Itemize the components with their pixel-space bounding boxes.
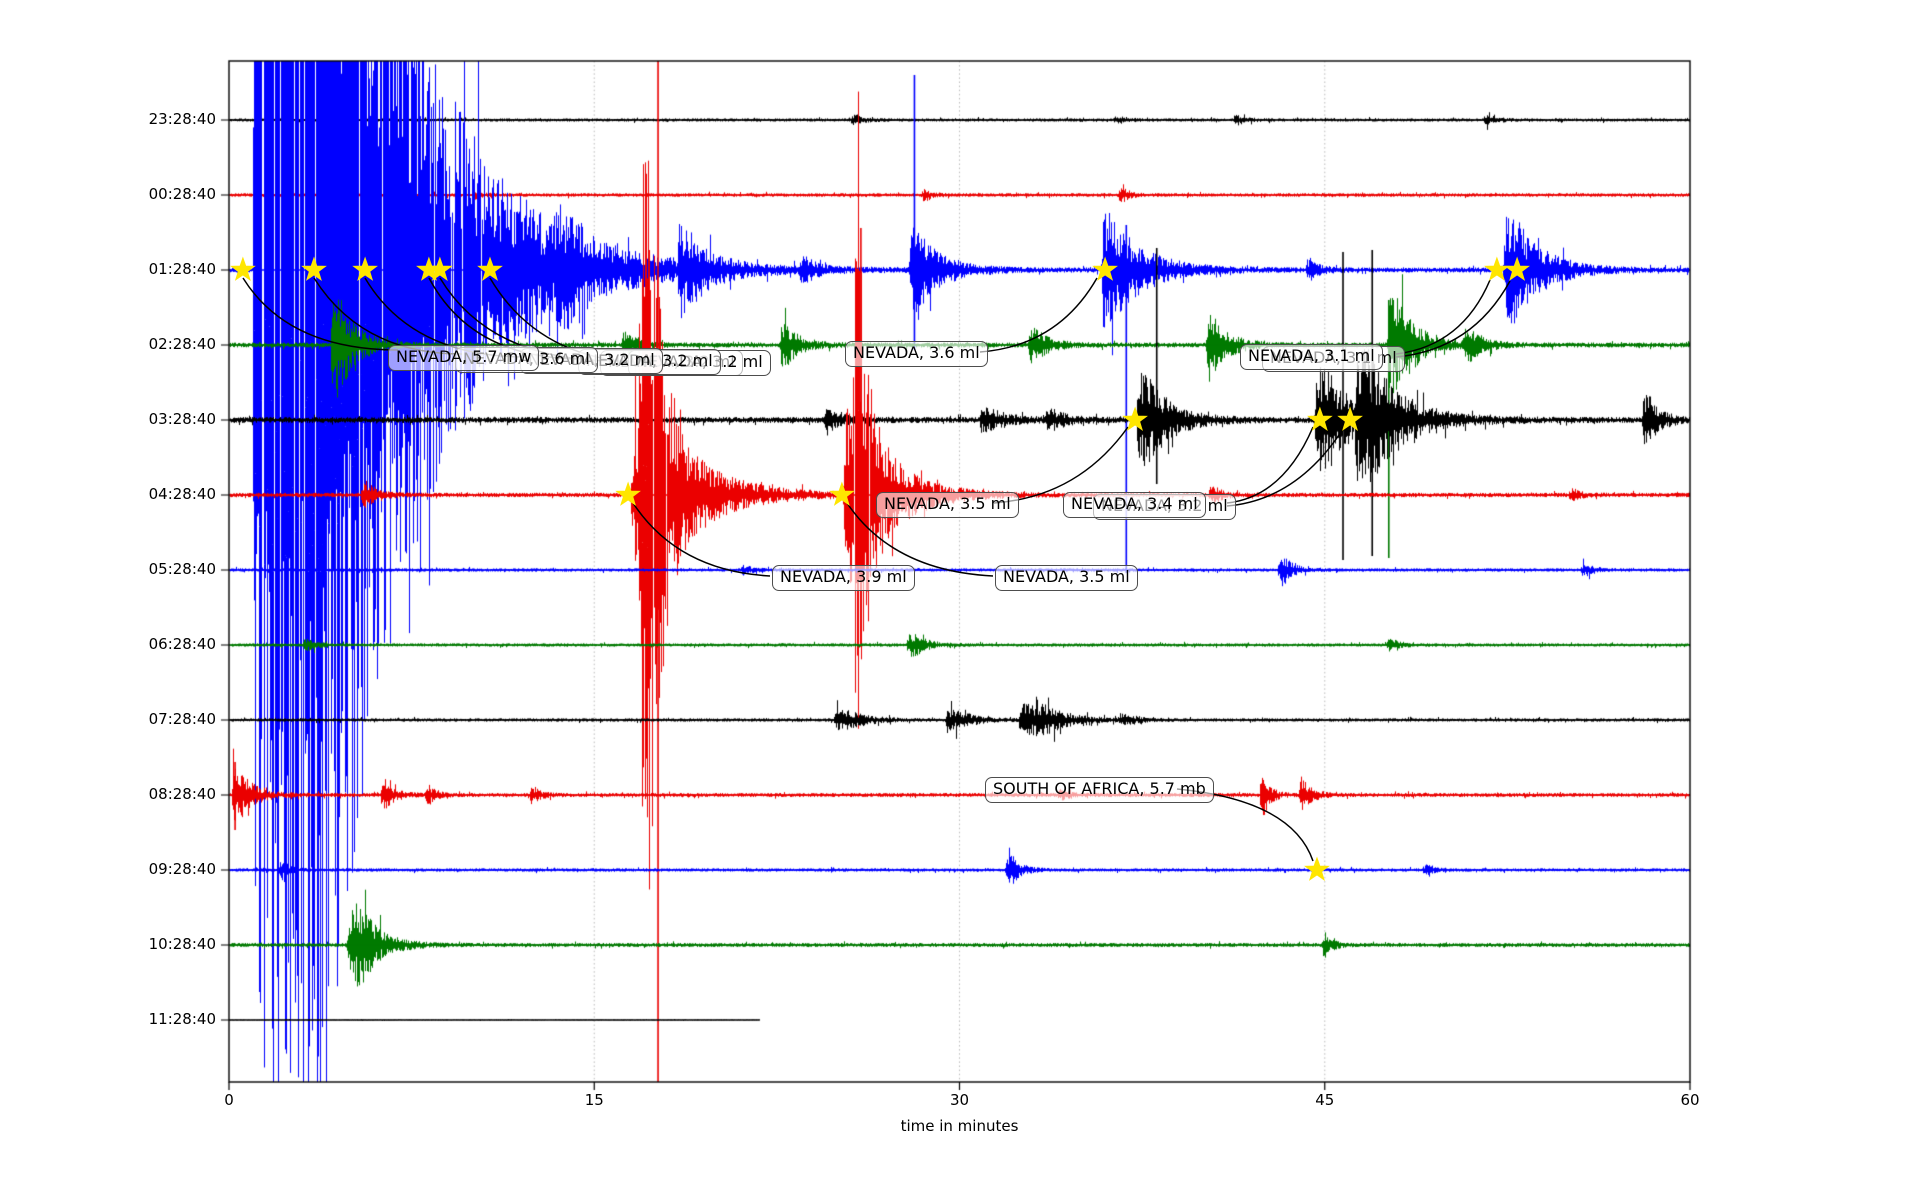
x-axis-label: time in minutes: [900, 1117, 1019, 1135]
y-tick-label: 03:28:40: [148, 410, 216, 428]
y-tick-label: 04:28:40: [148, 485, 216, 503]
y-tick-label: 10:28:40: [148, 935, 216, 953]
event-label: NEVADA, 3.5 ml: [876, 492, 1019, 518]
x-tick-label: 45: [1315, 1091, 1335, 1109]
y-tick-label: 07:28:40: [148, 710, 216, 728]
y-tick-label: 06:28:40: [148, 635, 216, 653]
event-label: NEVADA, 3.5 ml: [995, 565, 1138, 591]
event-label: SOUTH OF AFRICA, 5.7 mb: [985, 777, 1214, 803]
y-tick-label: 01:28:40: [148, 260, 216, 278]
x-tick-label: 0: [224, 1091, 234, 1109]
y-tick-label: 05:28:40: [148, 560, 216, 578]
y-tick-label: 08:28:40: [148, 785, 216, 803]
event-label: NEVADA, 3.6 ml: [845, 341, 988, 367]
y-tick-label: 23:28:40: [148, 110, 216, 128]
event-label: NEVADA, 5.7 mw: [388, 345, 540, 371]
x-tick-label: 15: [584, 1091, 604, 1109]
event-label: NEVADA, 3.9 ml: [772, 565, 915, 591]
x-tick-label: 60: [1680, 1091, 1700, 1109]
x-tick-label: 30: [949, 1091, 970, 1109]
y-tick-label: 09:28:40: [148, 860, 216, 878]
y-tick-label: 02:28:40: [148, 335, 216, 353]
event-label: NEVADA, 3.4 ml: [1063, 492, 1206, 518]
y-tick-label: 00:28:40: [148, 185, 216, 203]
event-label: NEVADA, 3.1 ml: [1240, 344, 1383, 370]
y-tick-label: 11:28:40: [148, 1010, 216, 1028]
